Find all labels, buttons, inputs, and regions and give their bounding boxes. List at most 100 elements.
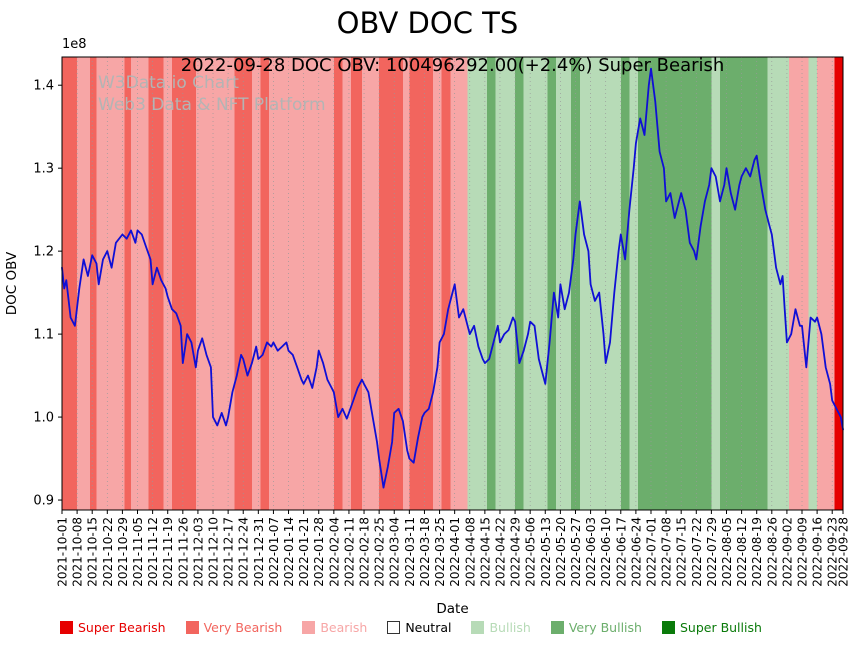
x-tick-label: 2022-08-05	[720, 517, 734, 587]
y-tick-label: 1.3	[33, 162, 54, 177]
x-tick-label: 2022-09-02	[780, 517, 794, 587]
sentiment-band-layer	[62, 57, 843, 510]
sentiment-band-very-bullish	[620, 57, 630, 510]
sentiment-band-bearish	[361, 57, 380, 510]
x-tick-label: 2022-08-12	[735, 517, 749, 587]
x-tick-label: 2022-03-11	[403, 517, 417, 587]
sentiment-band-bullish	[711, 57, 721, 510]
y-offset-label: 1e8	[62, 37, 87, 52]
x-tick-label: 2022-03-25	[433, 517, 447, 587]
legend-item-very-bearish: Very Bearish	[185, 620, 282, 635]
sentiment-band-very-bearish	[62, 57, 78, 510]
legend-label-neutral: Neutral	[405, 620, 452, 635]
x-tick-label: 2022-06-10	[599, 517, 613, 587]
watermark-line-1: W3Data.io Chart	[98, 73, 239, 93]
sentiment-band-bearish	[433, 57, 442, 510]
sentiment-band-bearish	[342, 57, 352, 510]
y-tick-label: 1.2	[33, 245, 54, 260]
x-tick-label: 2022-05-20	[554, 517, 568, 587]
sentiment-band-bearish	[131, 57, 149, 510]
legend-label-bullish: Bullish	[489, 620, 531, 635]
legend-swatch-very-bullish	[550, 621, 564, 634]
sentiment-band-very-bearish	[260, 57, 270, 510]
sentiment-band-bearish	[96, 57, 125, 510]
sentiment-band-very-bullish	[487, 57, 496, 510]
sentiment-band-bearish	[77, 57, 91, 510]
x-tick-label: 2022-09-09	[796, 517, 810, 587]
sentiment-band-very-bullish	[720, 57, 768, 510]
x-tick-label: 2022-06-24	[629, 517, 643, 587]
legend-label-super-bullish: Super Bullish	[679, 620, 762, 635]
x-tick-label: 2021-11-26	[176, 517, 190, 587]
sentiment-band-bullish	[495, 57, 516, 510]
sentiment-band-bullish	[808, 57, 818, 510]
legend-swatch-bullish	[471, 621, 485, 634]
x-tick-label: 2022-09-28	[837, 517, 851, 587]
x-tick-label: 2021-10-29	[116, 517, 130, 587]
x-tick-label: 2022-05-27	[569, 517, 583, 587]
x-tick-label: 2022-07-08	[660, 517, 674, 587]
x-tick-label: 2022-05-06	[524, 517, 538, 587]
sentiment-band-very-bullish	[638, 57, 712, 510]
sentiment-band-bullish	[467, 57, 488, 510]
x-tick-label: 2022-02-11	[342, 517, 356, 587]
x-tick-label: 2022-01-14	[282, 517, 296, 587]
sentiment-band-very-bearish	[234, 57, 252, 510]
watermark-line-2: Web3 Data & NFT Platform	[98, 95, 326, 115]
sentiment-band-very-bearish	[351, 57, 362, 510]
sentiment-band-bullish	[579, 57, 621, 510]
x-axis-label: Date	[436, 601, 468, 617]
sentiment-band-super-bearish	[834, 57, 843, 510]
legend-item-neutral: Neutral	[387, 620, 451, 635]
x-tick-label: 2022-04-15	[478, 517, 492, 587]
x-tick-label: 2021-11-19	[161, 517, 175, 587]
y-tick-label: 0.9	[33, 494, 54, 509]
legend-swatch-neutral	[387, 621, 401, 634]
legend-swatch-bearish	[302, 621, 316, 634]
obv-line-series	[61, 67, 844, 489]
x-tick-label: 2022-07-22	[690, 517, 704, 587]
x-tick-label: 2022-09-23	[826, 517, 840, 587]
chart-subtitle: 2022-09-28 DOC OBV: 100496292.00(+2.4%) …	[180, 55, 725, 76]
sentiment-band-bearish	[163, 57, 173, 510]
x-tick-label: 2021-12-17	[222, 517, 236, 587]
legend-item-bullish: Bullish	[471, 620, 531, 635]
legend-label-super-bearish: Super Bearish	[78, 620, 166, 635]
x-tick-label: 2022-02-04	[327, 517, 341, 587]
x-tick-label: 2022-09-16	[811, 517, 825, 587]
sentiment-band-bearish	[251, 57, 261, 510]
y-tick-label: 1.0	[33, 411, 54, 426]
x-tick-label: 2022-04-22	[493, 517, 507, 587]
x-tick-label: 2022-07-15	[675, 517, 689, 587]
legend-swatch-super-bullish	[661, 621, 675, 634]
sentiment-band-bearish	[402, 57, 410, 510]
x-tick-label: 2022-06-17	[614, 517, 628, 587]
x-tick-label: 2021-11-05	[131, 517, 145, 587]
x-tick-label: 2021-12-03	[191, 517, 205, 587]
x-tick-label: 2022-08-26	[765, 517, 779, 587]
sentiment-band-bullish	[767, 57, 790, 510]
legend-item-super-bearish: Super Bearish	[60, 620, 166, 635]
legend-swatch-very-bearish	[185, 621, 199, 634]
y-axis-label: DOC OBV	[4, 251, 20, 315]
x-tick-label: 2022-01-21	[297, 517, 311, 587]
legend-item-very-bullish: Very Bullish	[550, 620, 642, 635]
x-tick-label: 2022-07-29	[705, 517, 719, 587]
x-tick-label: 2022-01-07	[267, 517, 281, 587]
y-tick-label: 1.1	[33, 328, 54, 343]
x-tick-label: 2021-10-01	[56, 517, 70, 587]
sentiment-band-very-bearish	[90, 57, 97, 510]
x-tick-label: 2022-07-01	[644, 517, 658, 587]
x-axis: 2021-10-01 2021-10-08 2021-10-15 2021-10-22…	[56, 510, 851, 587]
legend-label-bearish: Bearish	[320, 620, 368, 635]
x-tick-label: 2022-03-18	[418, 517, 432, 587]
sentiment-band-very-bearish	[124, 57, 132, 510]
plot-border	[61, 56, 844, 511]
sentiment-band-bullish	[523, 57, 548, 510]
x-tick-label: 2022-04-29	[509, 517, 523, 587]
x-tick-label: 2021-10-22	[101, 517, 115, 587]
legend-item-bearish: Bearish	[302, 620, 367, 635]
sentiment-band-very-bearish	[333, 57, 343, 510]
sentiment-band-bearish	[269, 57, 334, 510]
